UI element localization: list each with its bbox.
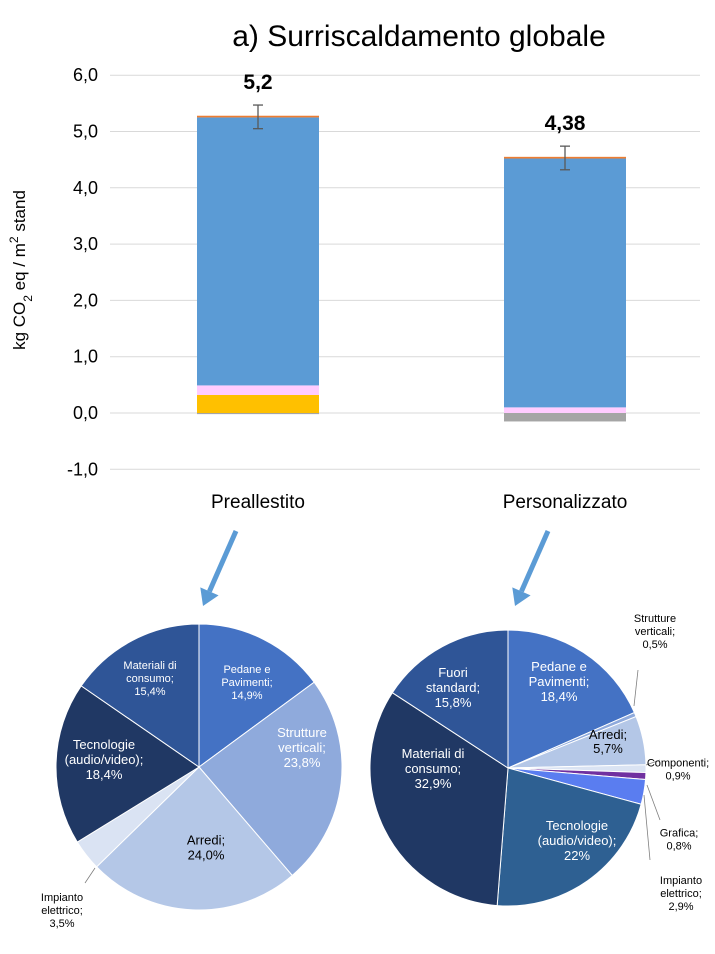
leader-line <box>646 784 661 821</box>
pie-label: Grafica; 0,8% <box>660 828 699 853</box>
y-tick-label: 5,0 <box>73 122 98 142</box>
total-label: 5,2 <box>243 71 272 94</box>
bar-segment <box>504 407 626 413</box>
arrows <box>200 529 551 606</box>
pie-slice <box>95 766 293 911</box>
y-tick-label: 6,0 <box>73 65 98 85</box>
pie-slice <box>55 685 200 843</box>
pie-label: Componenti; 0,9% <box>647 758 709 783</box>
arrow-shaft <box>207 529 239 593</box>
pie-slice <box>391 629 509 769</box>
pie-label: Arredi; 24,0% <box>187 833 225 863</box>
pie-label: Tecnologie (audio/video); 18,4% <box>65 737 144 782</box>
bar-segment <box>197 394 319 413</box>
pie-personalizzato: Pedane e Pavimenti; 18,4% Strutture vertical… <box>369 613 709 913</box>
arrow-head <box>512 587 531 606</box>
y-tick-label: 2,0 <box>73 290 98 310</box>
y-axis-label: kg CO2 eq / m2 stand <box>7 190 35 350</box>
pie-label: Strutture verticali; 0,5% <box>634 613 676 651</box>
pie-slice <box>198 681 343 877</box>
bar-segment <box>197 413 319 415</box>
y-tick-label: -1,0 <box>67 459 98 479</box>
pie-label: Fuori standard; 15,8% <box>426 665 480 710</box>
y-tick-label: 4,0 <box>73 178 98 198</box>
total-label: 4,38 <box>545 112 586 135</box>
y-tick-label: 0,0 <box>73 403 98 423</box>
leader-line <box>84 867 96 884</box>
category-label: Preallestito <box>211 492 305 513</box>
pie-label: Arredi; 5,7% <box>589 727 627 756</box>
pie-label: Pedane e Pavimenti; 18,4% <box>529 659 590 704</box>
category-label: Personalizzato <box>503 492 628 513</box>
pie-slice <box>496 767 642 907</box>
bar-segment <box>197 117 319 386</box>
pie-label: Pedane e Pavimenti; 14,9% <box>221 664 272 702</box>
pie-label: Impianto elettrico; 3,5% <box>41 892 83 930</box>
chart-title: a) Surriscaldamento globale <box>232 20 606 53</box>
y-tick-labels: -1,0 0,0 1,0 2,0 3,0 4,0 5,0 6,0 <box>67 65 98 479</box>
pie-label: Tecnologie (audio/video); 22% <box>538 818 617 863</box>
arrow-shaft <box>519 529 551 593</box>
svg-text:kg CO2 eq / m2 stand: kg CO2 eq / m2 stand <box>7 190 35 350</box>
pie-label: Materiali di consumo; 32,9% <box>402 746 465 791</box>
bars: 5,2 Preallestito 4,38 Personalizzato <box>197 71 627 513</box>
bar-segment <box>504 158 626 408</box>
pie-preallestito: Pedane e Pavimenti; 14,9%Strutture vertical… <box>41 623 343 930</box>
pie-slice <box>507 629 636 769</box>
y-tick-label: 3,0 <box>73 234 98 254</box>
pie-slice <box>80 623 200 768</box>
arrow-head <box>200 587 219 606</box>
pie-label: Strutture verticali; 23,8% <box>277 725 327 770</box>
leader-line <box>643 794 651 861</box>
bar-segment <box>504 413 626 422</box>
bar-segment <box>197 385 319 395</box>
y-tick-label: 1,0 <box>73 347 98 367</box>
leader-line <box>633 669 639 707</box>
pie-label: Impianto elettrico; 2,9% <box>660 875 702 913</box>
leader-line <box>645 759 661 766</box>
pie-label: Materiali di consumo; 15,4% <box>123 660 176 698</box>
pie-slice <box>198 623 315 768</box>
